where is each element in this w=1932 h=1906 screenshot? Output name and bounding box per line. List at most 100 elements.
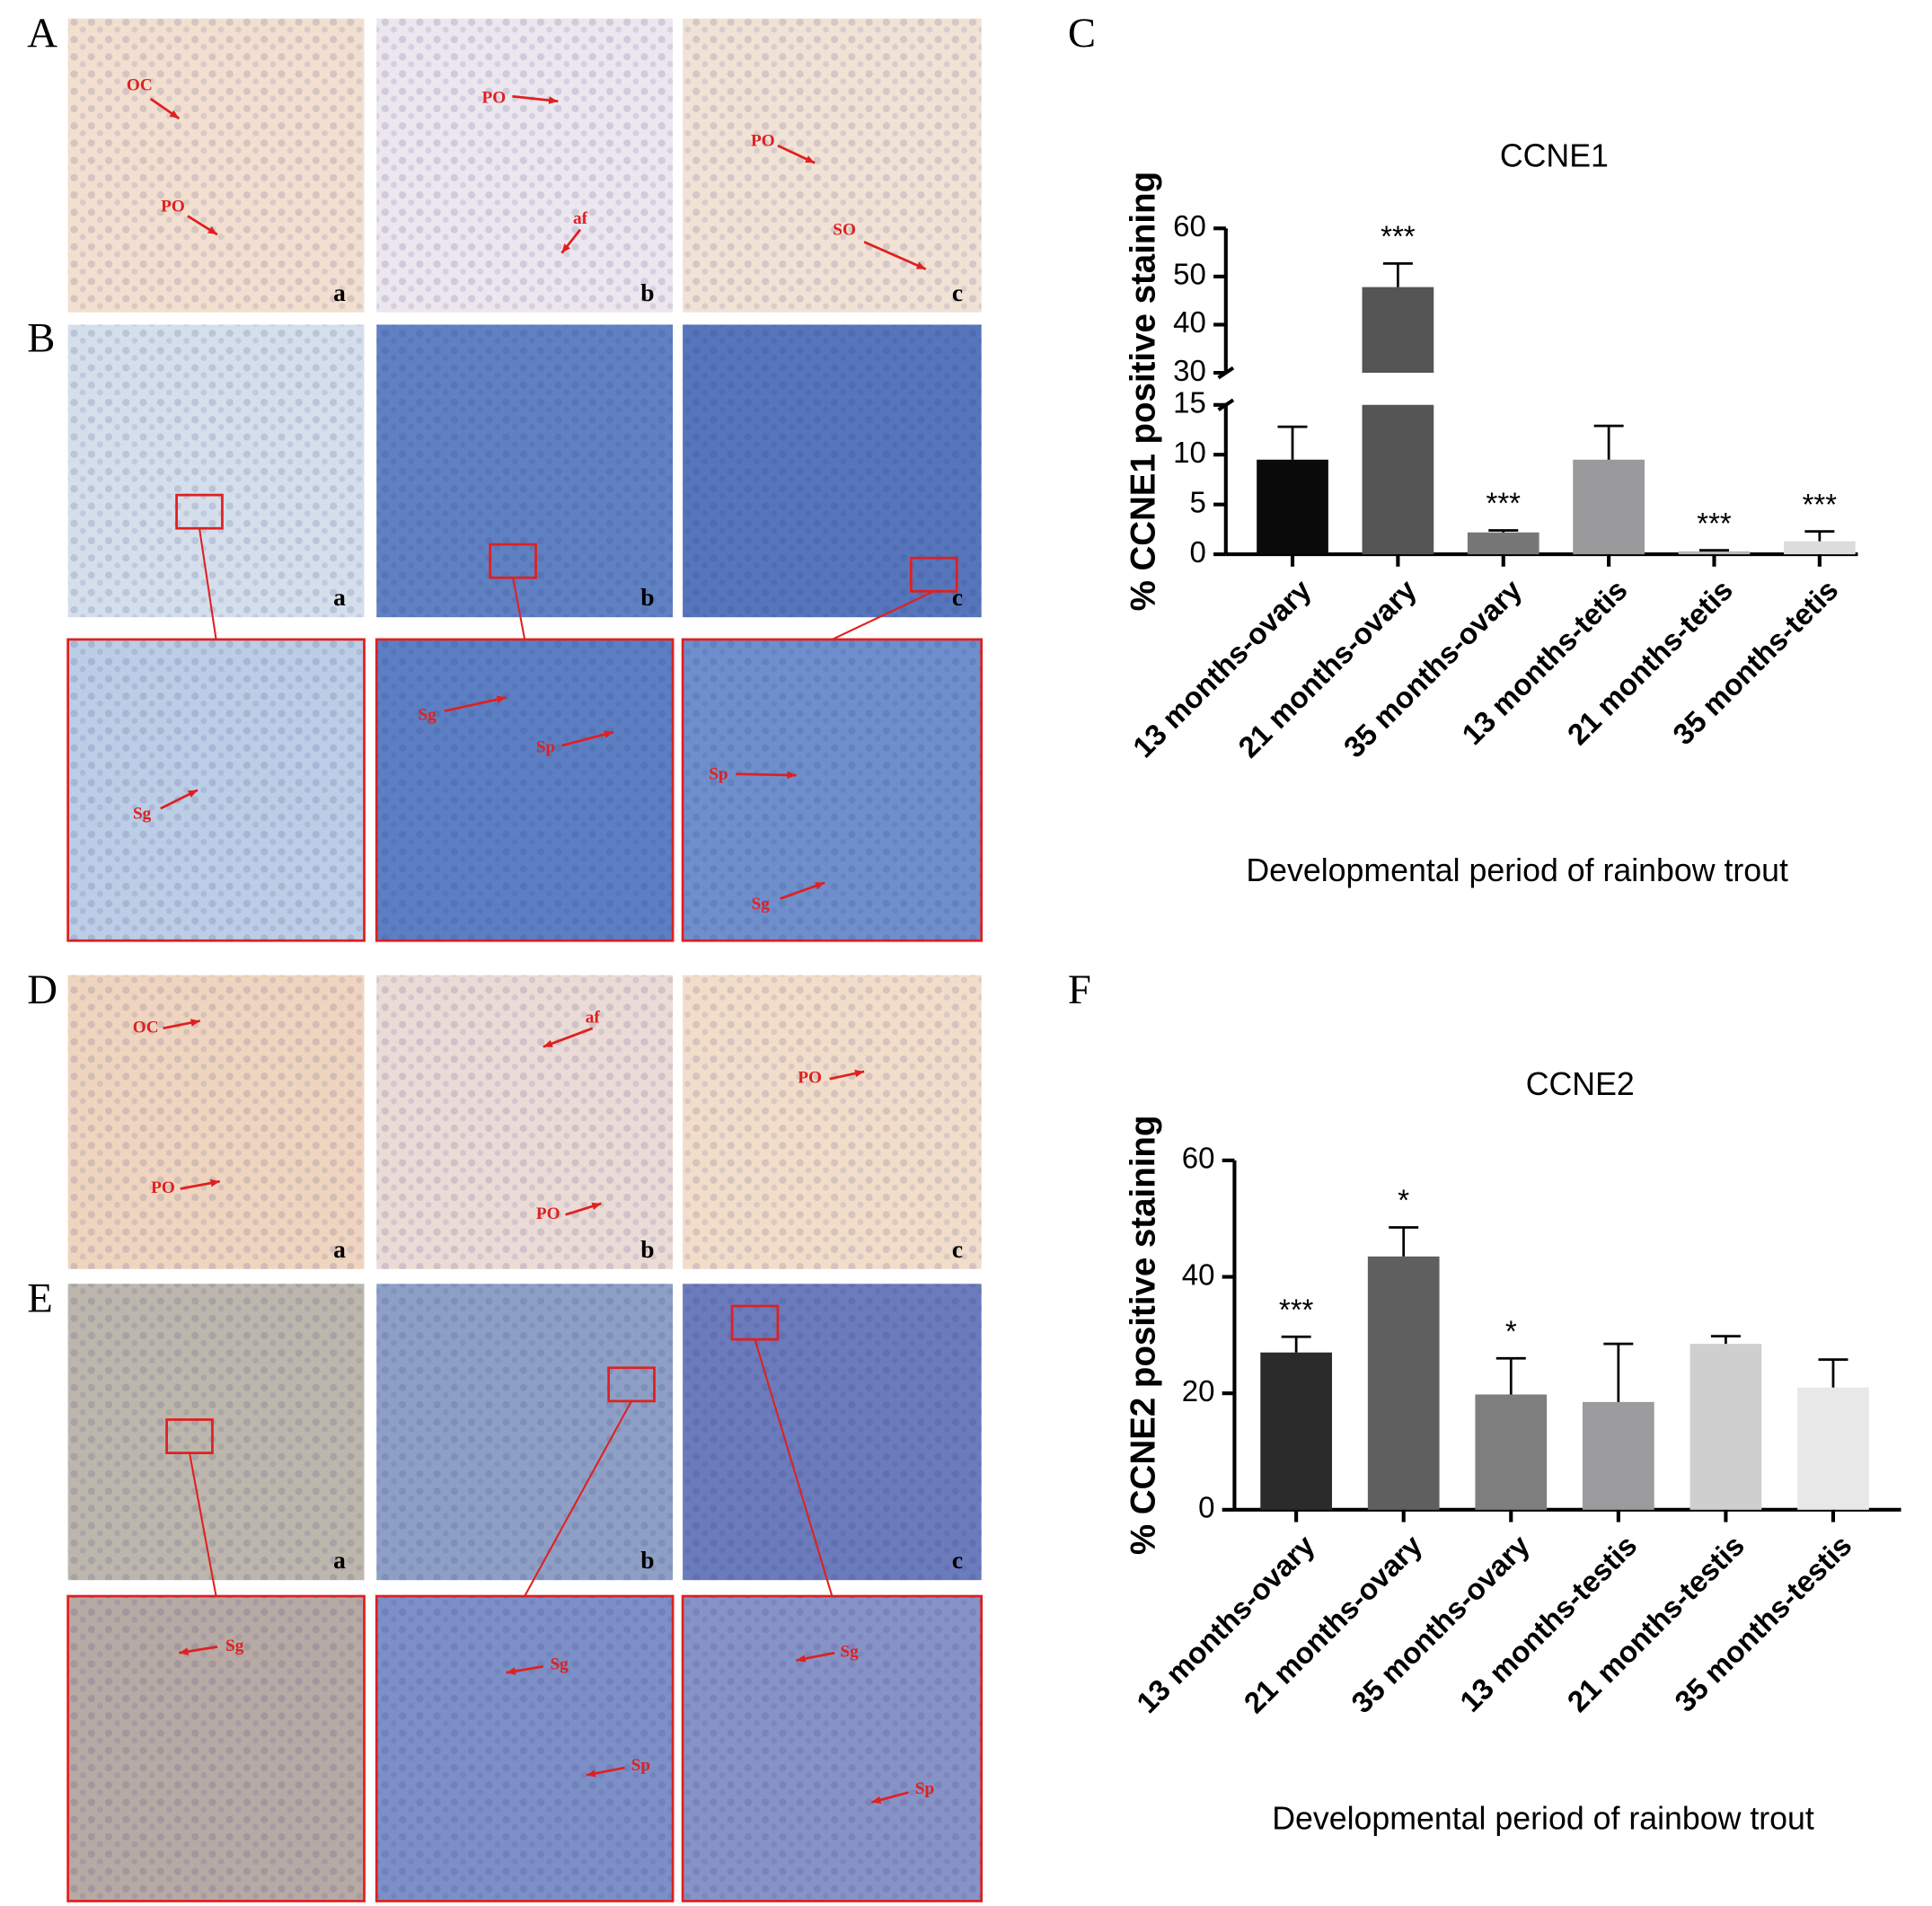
annotation: OC xyxy=(127,76,153,95)
zoom-connector xyxy=(198,528,217,640)
micrograph-texture xyxy=(683,639,982,941)
bar xyxy=(1467,532,1539,555)
panel-label: F xyxy=(1068,966,1091,1013)
annotation: Sp xyxy=(631,1756,650,1775)
panel-label: C xyxy=(1068,10,1096,57)
annotation: Sg xyxy=(752,895,771,913)
micrograph-texture xyxy=(376,1596,674,1902)
zoom-connector xyxy=(512,578,526,640)
sub-label: a xyxy=(333,279,346,306)
error-bar xyxy=(1710,1335,1741,1345)
significance: *** xyxy=(1279,1293,1314,1327)
y-tick-label: 60 xyxy=(1182,1142,1215,1175)
sub-label: b xyxy=(640,279,654,306)
arrow-head xyxy=(586,1769,596,1778)
micrograph-texture xyxy=(376,18,674,313)
zoom-connector xyxy=(754,1338,834,1597)
arrow-head xyxy=(871,1796,882,1805)
y-axis-title: % CCNE1 positive staining xyxy=(1125,172,1163,612)
significance: *** xyxy=(1803,488,1838,521)
y-tick-label: 20 xyxy=(1182,1374,1215,1407)
micrograph-texture xyxy=(683,324,982,618)
arrow-head xyxy=(169,110,180,119)
bar xyxy=(1573,459,1645,555)
bar xyxy=(1257,459,1328,555)
sub-label: a xyxy=(333,584,346,611)
error-bar xyxy=(1382,262,1413,287)
chart-title: CCNE1 xyxy=(1500,137,1609,173)
y-tick-label: 0 xyxy=(1189,535,1205,569)
bar xyxy=(1678,551,1751,555)
arrow-head xyxy=(506,1667,516,1675)
annotation: Sg xyxy=(840,1643,859,1662)
arrow-head xyxy=(561,243,571,253)
y-tick-label: 60 xyxy=(1173,209,1206,243)
arrow-head xyxy=(548,96,559,104)
y-tick-label: 30 xyxy=(1173,354,1206,387)
bar xyxy=(1797,1387,1869,1510)
micrograph-texture xyxy=(67,324,365,618)
panel-label: D xyxy=(27,966,57,1013)
error-bar xyxy=(1593,424,1624,460)
sub-label: b xyxy=(640,1547,654,1574)
micrograph-texture xyxy=(683,18,982,313)
arrow-head xyxy=(854,1069,865,1078)
bar xyxy=(1362,287,1434,555)
bar xyxy=(1582,1401,1654,1510)
micrograph-texture xyxy=(67,1596,365,1902)
bar xyxy=(1475,1394,1548,1510)
arrow-head xyxy=(787,771,797,780)
error-bar xyxy=(1699,549,1729,552)
bar xyxy=(1367,1256,1440,1510)
annotation: Sp xyxy=(536,737,555,756)
micrograph-texture xyxy=(376,639,674,941)
annotation: af xyxy=(573,209,588,228)
micrograph-texture xyxy=(683,1284,982,1581)
significance: * xyxy=(1505,1315,1517,1348)
zoom-box xyxy=(607,1366,656,1403)
annotation: Sg xyxy=(133,804,152,823)
y-tick-label: 0 xyxy=(1198,1491,1214,1524)
x-tick-label: 13 months-testis xyxy=(1453,1529,1643,1718)
panel-label: B xyxy=(27,314,55,361)
annotation: Sp xyxy=(709,765,728,784)
significance: *** xyxy=(1486,487,1522,520)
sub-label: c xyxy=(952,1547,963,1574)
x-tick-label: 35 months-ovary xyxy=(1337,572,1529,763)
x-tick-label: 35 months-testis xyxy=(1668,1529,1857,1718)
x-tick-label: 35 months-ovary xyxy=(1345,1528,1536,1719)
y-tick-label: 10 xyxy=(1173,436,1206,469)
annotation: Sg xyxy=(418,706,437,725)
annotation: PO xyxy=(536,1204,560,1223)
sub-label: a xyxy=(333,1236,346,1263)
annotation: PO xyxy=(481,88,506,107)
arrow-head xyxy=(915,261,926,269)
error-bar xyxy=(1277,425,1308,460)
significance: *** xyxy=(1697,507,1732,540)
annotation: PO xyxy=(151,1178,175,1197)
annotation-arrow xyxy=(444,696,507,712)
x-tick-label: 21 months-testis xyxy=(1561,1529,1751,1718)
significance: * xyxy=(1398,1184,1409,1217)
sub-label: a xyxy=(333,1547,346,1574)
arrow-head xyxy=(543,1039,553,1047)
micrograph-texture xyxy=(67,18,365,313)
bar xyxy=(1260,1352,1332,1510)
sub-label: b xyxy=(640,584,654,611)
error-bar xyxy=(1281,1335,1311,1353)
arrow-head xyxy=(187,790,198,798)
annotation: PO xyxy=(161,197,185,216)
panel-label: E xyxy=(27,1275,53,1322)
micrograph-texture xyxy=(67,639,365,941)
y-tick-label: 5 xyxy=(1189,485,1205,518)
arrow-head xyxy=(496,695,507,703)
panel-label: A xyxy=(27,10,57,57)
micrograph-texture xyxy=(376,975,674,1269)
x-axis-title: Developmental period of rainbow trout xyxy=(1272,1801,1814,1837)
x-tick-label: 21 months-ovary xyxy=(1238,1528,1429,1719)
micrograph-texture xyxy=(683,1596,982,1902)
annotation: OC xyxy=(133,1018,159,1037)
error-bar xyxy=(1495,1356,1526,1395)
sub-label: b xyxy=(640,1236,654,1263)
